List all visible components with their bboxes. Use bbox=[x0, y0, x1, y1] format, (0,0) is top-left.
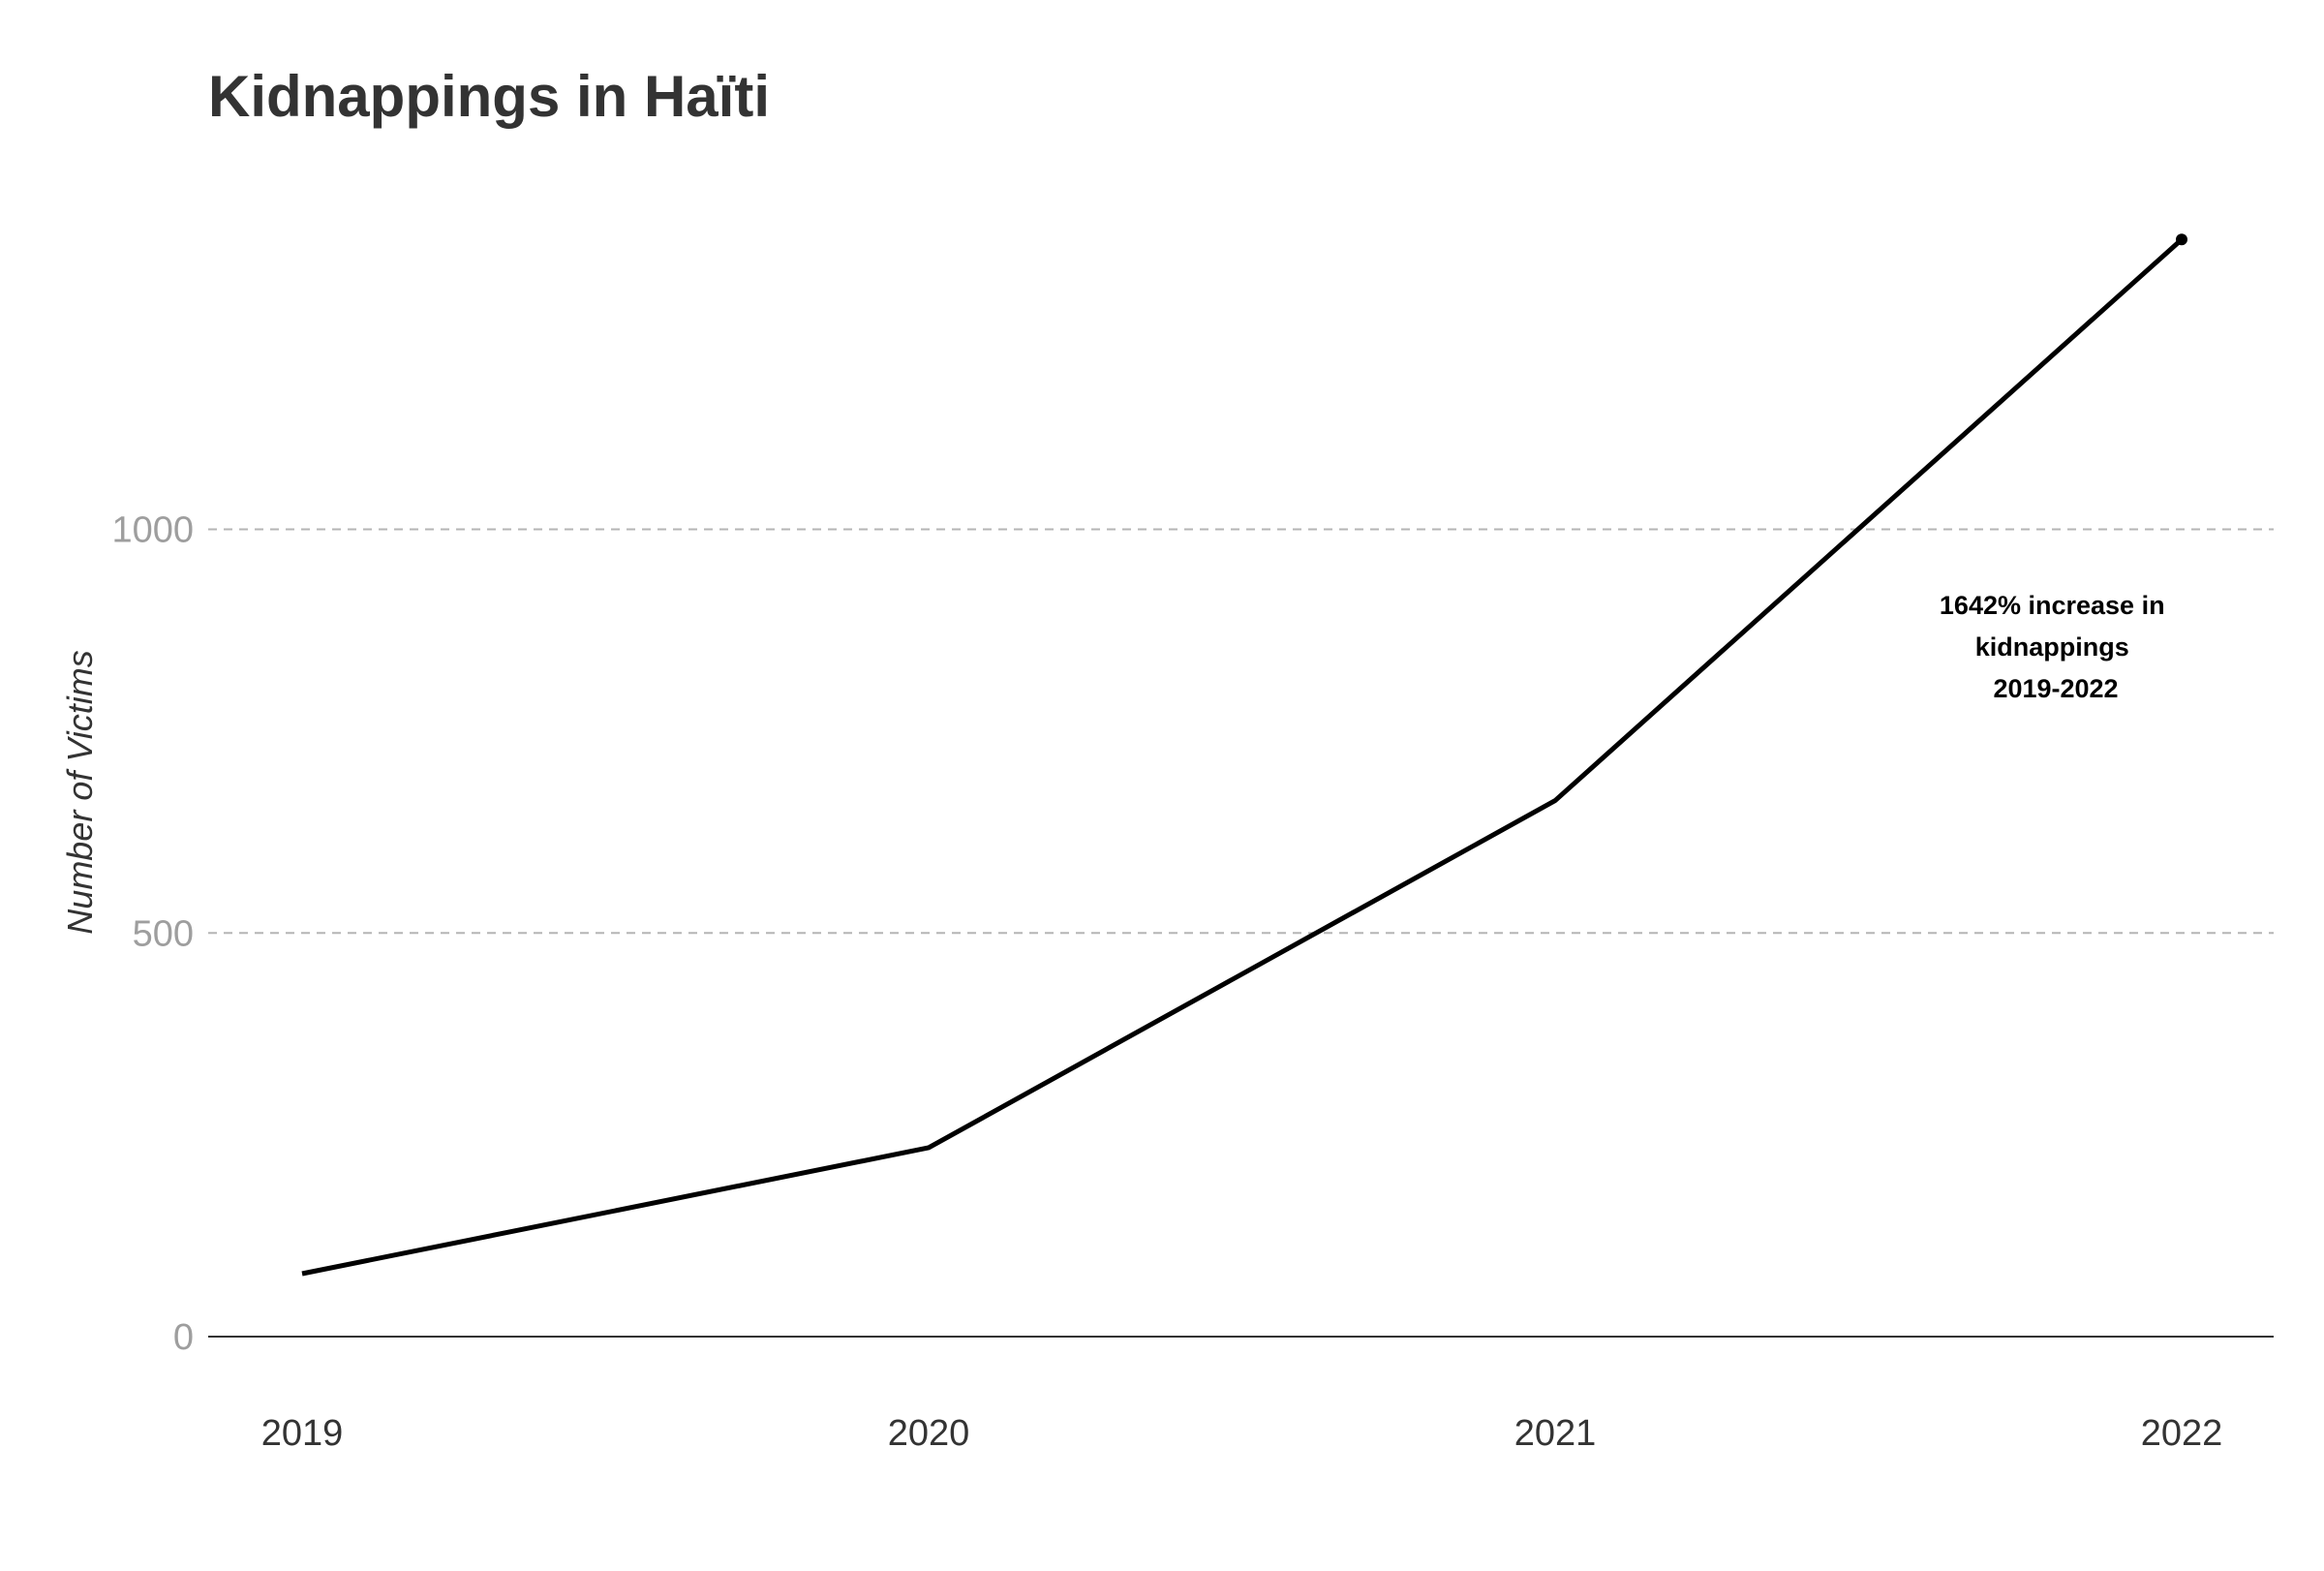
x-tick-label-2020: 2020 bbox=[888, 1413, 970, 1454]
y-tick-label-1000: 1000 bbox=[111, 510, 194, 551]
end-point-marker bbox=[2176, 233, 2187, 246]
gridlines bbox=[208, 528, 2274, 1338]
y-axis-label: Number of Victims bbox=[60, 650, 100, 934]
annotation-line-3: 2019-2022 bbox=[1993, 674, 2118, 703]
annotation-text: 1642% increase in kidnappings 2019-2022 bbox=[1940, 591, 2172, 703]
series-layer bbox=[301, 233, 2187, 1277]
x-tick-label-2021: 2021 bbox=[1514, 1413, 1597, 1454]
x-tick-labels: 2019 2020 2021 2022 bbox=[261, 1413, 2223, 1454]
y-tick-labels: 0 500 1000 bbox=[111, 510, 194, 1359]
annotation-line-2: kidnappings bbox=[1975, 632, 2129, 662]
annotation-line-1: 1642% increase in bbox=[1940, 591, 2165, 620]
series-line-0 bbox=[301, 237, 2184, 1277]
chart-title: Kidnappings in Haïti bbox=[208, 64, 770, 129]
x-tick-label-2022: 2022 bbox=[2141, 1413, 2223, 1454]
x-tick-label-2019: 2019 bbox=[261, 1413, 344, 1454]
y-tick-label-500: 500 bbox=[133, 913, 194, 954]
y-tick-label-0: 0 bbox=[173, 1317, 194, 1358]
